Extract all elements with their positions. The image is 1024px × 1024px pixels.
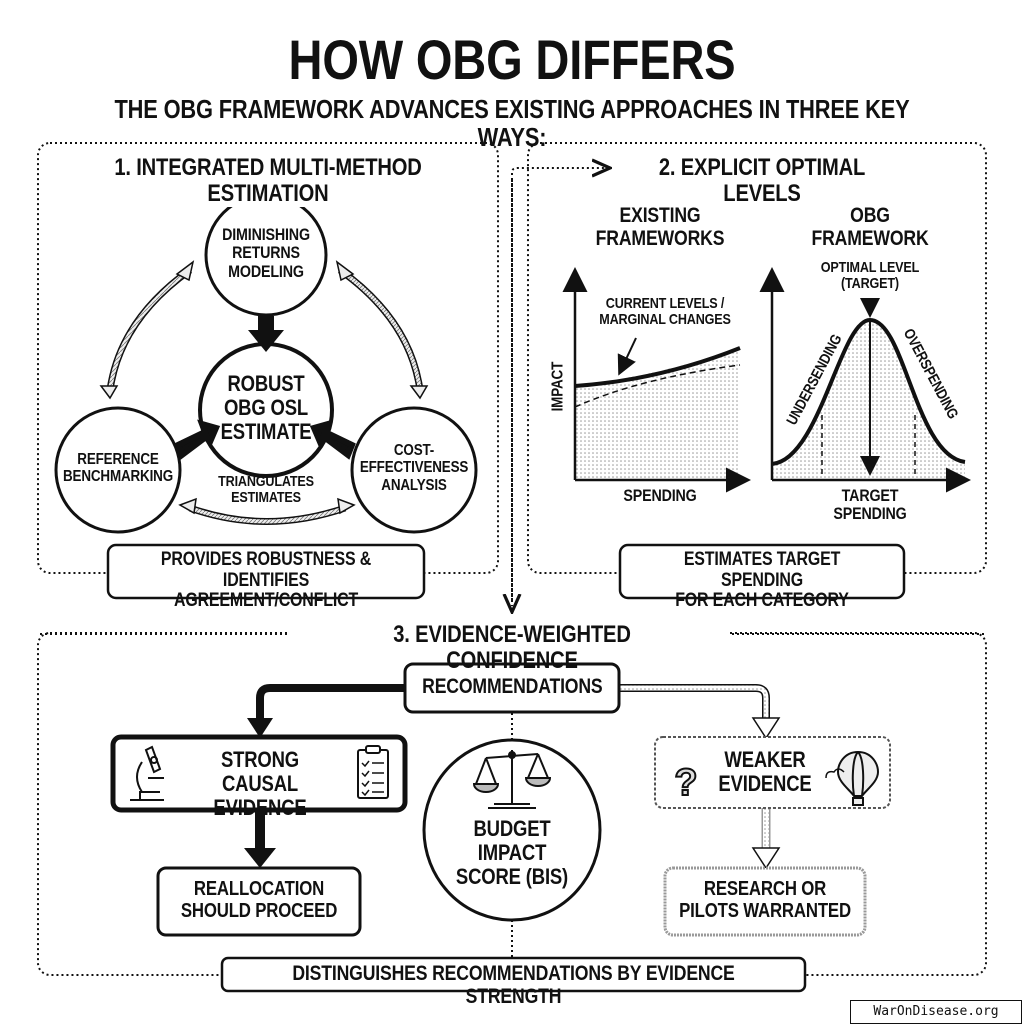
arrow-to-strong	[256, 684, 405, 722]
node-cost-effectiveness-label: COST- EFFECTIVENESS ANALYSIS	[359, 442, 469, 494]
panel-2-border	[527, 142, 987, 574]
existing-chart-ylabel: IMPACT	[549, 361, 567, 412]
arrow-to-weaker	[619, 684, 770, 722]
panel-2-summary: ESTIMATES TARGET SPENDING FOR EACH CATEG…	[675, 549, 849, 612]
node-diminishing-returns-label: DIMINISHING RETURNS MODELING	[222, 225, 310, 281]
balance-scale-icon	[472, 750, 552, 809]
weaker-evidence-label: WEAKER EVIDENCE	[718, 747, 812, 796]
existing-frameworks-title: EXISTING FRAMEWORKS	[595, 204, 725, 250]
connector-1-to-2	[511, 168, 604, 600]
hot-air-balloon-icon	[825, 750, 880, 806]
existing-frameworks-chart	[562, 267, 751, 493]
weaker-evidence-box	[654, 736, 891, 809]
panel-1-summary: PROVIDES ROBUSTNESS & IDENTIFIES AGREEME…	[160, 549, 372, 612]
question-mark-icon: ?	[674, 762, 697, 804]
target-spending-label: TARGET SPENDING	[833, 486, 907, 524]
impact-curve	[574, 346, 741, 388]
node-robust-estimate-label: ROBUST OBG OSL ESTIMATE	[220, 371, 312, 444]
microscope-icon	[130, 745, 164, 801]
node-reference-benchmarking-label: REFERENCE BENCHMARKING	[63, 451, 173, 486]
panel-1-heading: 1. INTEGRATED MULTI-METHOD ESTIMATION	[74, 155, 462, 207]
obg-framework-chart	[759, 267, 971, 493]
panel-3-summary: DISTINGUISHES RECOMMENDATIONS BY EVIDENC…	[292, 962, 735, 1008]
arrow-left-to-center	[174, 419, 221, 460]
existing-chart-annotation: CURRENT LEVELS / MARGINAL CHANGES	[599, 295, 731, 329]
panel-3-summary-box	[220, 956, 807, 993]
node-cost-effectiveness	[350, 406, 478, 534]
strong-evidence-label: STRONG CAUSAL EVIDENCE	[213, 747, 307, 820]
bis-circle	[422, 738, 602, 922]
reallocation-box	[156, 866, 362, 937]
research-box	[663, 866, 867, 937]
clipboard-checklist-icon	[357, 745, 389, 799]
arrow-top-to-center	[248, 316, 284, 352]
recommendations-label: RECOMMENDATIONS	[422, 675, 603, 698]
strong-evidence-box	[110, 734, 408, 813]
arrow-right-to-center	[309, 419, 356, 460]
existing-chart-xlabel: SPENDING	[623, 486, 697, 505]
watermark: WarOnDisease.org	[850, 1000, 1022, 1024]
research-label: RESEARCH OR PILOTS WARRANTED	[679, 878, 851, 922]
node-reference-benchmarking	[54, 406, 182, 534]
page-title: HOW OBG DIFFERS	[288, 28, 736, 91]
panel-2-summary-box	[618, 543, 906, 600]
optimal-level-annotation: OPTIMAL LEVEL (TARGET)	[820, 259, 920, 293]
panel-2-heading: 2. EXPLICIT OPTIMAL LEVELS	[658, 154, 866, 207]
bis-label: BUDGET IMPACT SCORE (BIS)	[455, 816, 569, 889]
obg-framework-title: OBG FRAMEWORK	[811, 204, 929, 250]
reallocation-label: REALLOCATION SHOULD PROCEED	[180, 878, 338, 922]
panel-3-heading: 3. EVIDENCE-WEIGHTED CONFIDENCE	[393, 621, 631, 674]
panel-1-summary-box	[106, 543, 426, 600]
triangulates-label: TRIANGULATES ESTIMATES	[218, 473, 314, 507]
recommendations-box	[403, 662, 621, 714]
page-subtitle: THE OBG FRAMEWORK ADVANCES EXISTING APPR…	[114, 94, 910, 153]
